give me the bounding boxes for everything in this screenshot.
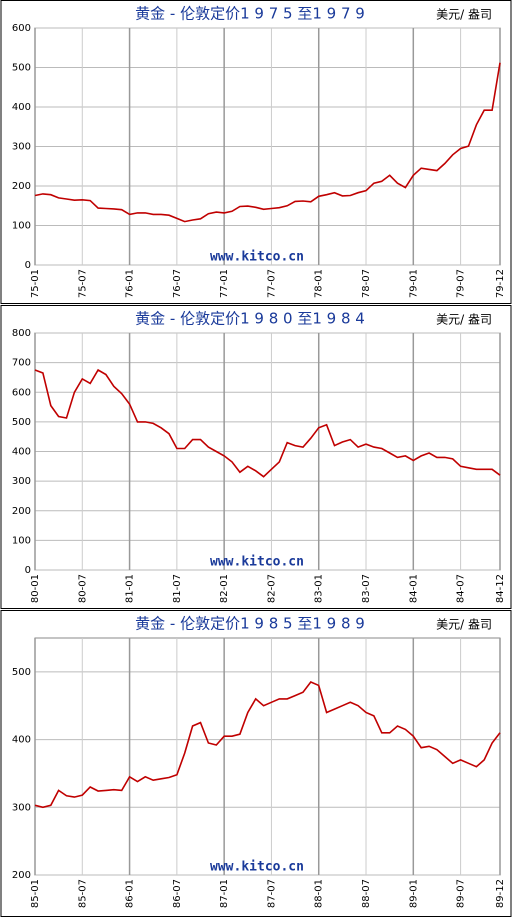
y-tick-label: 600 [12, 387, 31, 398]
y-tick-label: 200 [12, 870, 31, 881]
y-tick-label: 400 [12, 102, 31, 113]
x-tick-label: 78-07 [361, 269, 372, 298]
x-tick-label: 84-01 [408, 574, 419, 603]
y-tick-label: 0 [25, 260, 31, 271]
x-tick-label: 83-01 [314, 574, 325, 603]
x-tick-label: 77-01 [219, 269, 230, 298]
y-tick-label: 400 [12, 735, 31, 746]
y-tick-label: 800 [12, 328, 31, 339]
y-tick-label: 100 [12, 535, 31, 546]
price-line [34, 681, 501, 809]
x-tick-label: 79-12 [495, 269, 506, 298]
y-tick-label: 200 [12, 506, 31, 517]
x-tick-label: 84-07 [456, 574, 467, 603]
chart-title: 黄金 - 伦敦定价1 9 7 5 至1 9 7 9 [135, 5, 365, 23]
y-tick-label: 200 [12, 181, 31, 192]
plot-area [34, 637, 501, 876]
price-line [34, 368, 501, 478]
watermark: www.kitco.cn [210, 555, 304, 570]
x-tick-label: 81-07 [172, 574, 183, 603]
x-tick-label: 89-12 [495, 879, 506, 908]
unit-label: 美元/ 盎司 [436, 313, 492, 327]
x-tick-label: 81-01 [125, 574, 136, 603]
x-tick-label: 87-07 [266, 879, 277, 908]
y-tick-label: 500 [12, 63, 31, 74]
unit-label: 美元/ 盎司 [436, 8, 492, 22]
panel: 黄金 - 伦敦定价1 9 8 5 至1 9 8 9 美元/ 盎司 200 300 400… [0, 610, 512, 917]
y-tick-label: 700 [12, 358, 31, 369]
panel: 黄金 - 伦敦定价1 9 8 0 至1 9 8 4 美元/ 盎司 0 100 200 30… [0, 305, 512, 609]
x-tick-label: 86-01 [125, 879, 136, 908]
y-tick-label: 100 [12, 221, 31, 232]
y-tick-label: 500 [12, 667, 31, 678]
x-tick-label: 87-01 [219, 879, 230, 908]
x-tick-label: 86-07 [172, 879, 183, 908]
x-tick-label: 80-07 [77, 574, 88, 603]
x-tick-label: 75-01 [30, 269, 41, 298]
x-tick-label: 85-01 [30, 879, 41, 908]
y-tick-label: 300 [12, 142, 31, 153]
x-tick-label: 78-01 [314, 269, 325, 298]
x-tick-label: 84-12 [495, 574, 506, 603]
x-tick-label: 88-07 [361, 879, 372, 908]
y-tick-label: 0 [25, 565, 31, 576]
y-tick-label: 500 [12, 417, 31, 428]
x-tick-label: 83-07 [361, 574, 372, 603]
x-tick-label: 89-01 [408, 879, 419, 908]
chart-title: 黄金 - 伦敦定价1 9 8 5 至1 9 8 9 [135, 615, 365, 633]
y-tick-label: 300 [12, 802, 31, 813]
x-tick-label: 76-07 [172, 269, 183, 298]
x-tick-label: 88-01 [314, 879, 325, 908]
watermark: www.kitco.cn [210, 250, 304, 265]
price-line [34, 62, 501, 223]
chart-title: 黄金 - 伦敦定价1 9 8 0 至1 9 8 4 [135, 310, 365, 328]
x-tick-label: 79-07 [456, 269, 467, 298]
x-tick-label: 79-01 [408, 269, 419, 298]
y-tick-label: 600 [12, 23, 31, 34]
x-tick-label: 82-01 [219, 574, 230, 603]
x-tick-label: 89-07 [456, 879, 467, 908]
x-tick-label: 77-07 [266, 269, 277, 298]
y-tick-label: 400 [12, 447, 31, 458]
x-tick-label: 80-01 [30, 574, 41, 603]
x-tick-label: 76-01 [125, 269, 136, 298]
panel: 黄金 - 伦敦定价1 9 7 5 至1 9 7 9 美元/ 盎司 0 100 200 30… [0, 0, 512, 304]
y-tick-label: 300 [12, 476, 31, 487]
unit-label: 美元/ 盎司 [436, 618, 492, 632]
x-tick-label: 82-07 [266, 574, 277, 603]
x-tick-label: 75-07 [77, 269, 88, 298]
watermark: www.kitco.cn [210, 860, 304, 875]
x-tick-label: 85-07 [77, 879, 88, 908]
